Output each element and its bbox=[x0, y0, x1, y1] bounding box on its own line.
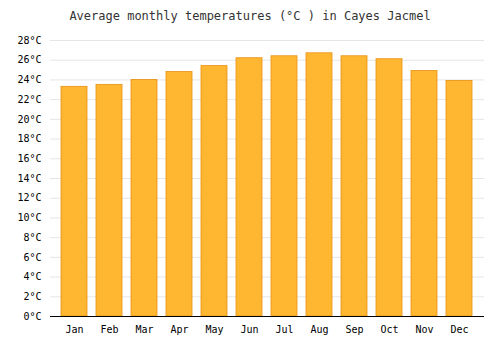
svg-text:4°C: 4°C bbox=[23, 271, 41, 282]
svg-text:Feb: Feb bbox=[100, 324, 118, 335]
svg-text:Sep: Sep bbox=[345, 324, 363, 335]
svg-text:8°C: 8°C bbox=[23, 232, 41, 243]
svg-text:28°C: 28°C bbox=[17, 35, 41, 46]
svg-text:20°C: 20°C bbox=[17, 114, 41, 125]
svg-text:Nov: Nov bbox=[415, 324, 433, 335]
svg-text:16°C: 16°C bbox=[17, 153, 41, 164]
svg-text:26°C: 26°C bbox=[17, 54, 41, 65]
svg-text:24°C: 24°C bbox=[17, 74, 41, 85]
svg-text:12°C: 12°C bbox=[17, 192, 41, 203]
svg-text:Aug: Aug bbox=[310, 324, 328, 335]
svg-text:0°C: 0°C bbox=[23, 311, 41, 322]
svg-text:6°C: 6°C bbox=[23, 252, 41, 263]
svg-text:22°C: 22°C bbox=[17, 94, 41, 105]
svg-text:Jun: Jun bbox=[240, 324, 258, 335]
svg-text:Mar: Mar bbox=[135, 324, 153, 335]
svg-text:Jan: Jan bbox=[65, 324, 83, 335]
svg-text:14°C: 14°C bbox=[17, 173, 41, 184]
svg-text:May: May bbox=[205, 324, 223, 335]
svg-text:Dec: Dec bbox=[450, 324, 468, 335]
html-text:Average monthly temperatures (: Average monthly temperatures (°C ) in Ca… bbox=[69, 9, 431, 23]
svg-text:Apr: Apr bbox=[170, 324, 188, 335]
svg-text:Oct: Oct bbox=[380, 324, 398, 335]
svg-text:2°C: 2°C bbox=[23, 291, 41, 302]
svg-text:18°C: 18°C bbox=[17, 133, 41, 144]
svg-text:10°C: 10°C bbox=[17, 212, 41, 223]
svg-text:Jul: Jul bbox=[275, 324, 293, 335]
